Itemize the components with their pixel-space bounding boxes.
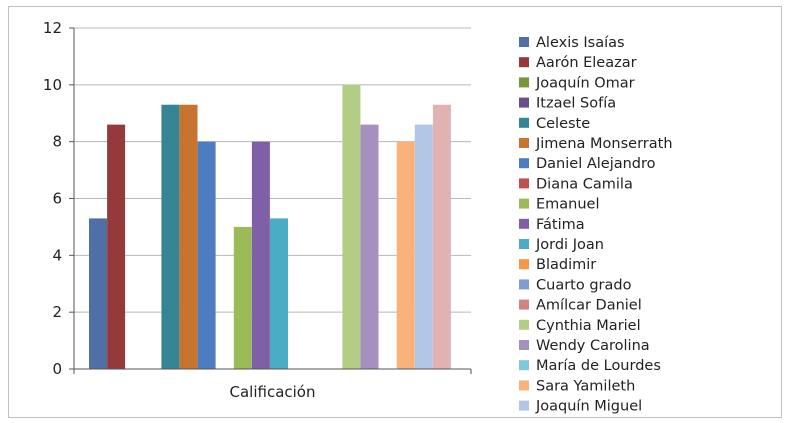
y-tick-labels: 0 2 4 6 8 10 12 (43, 19, 62, 378)
bar (197, 141, 216, 369)
y-tick-label: 12 (43, 19, 62, 37)
legend-label: Itzael Sofía (536, 96, 616, 112)
legend-label: Fátima (536, 217, 585, 233)
y-tick-label: 8 (52, 133, 62, 151)
bar (107, 124, 126, 369)
bar (233, 226, 252, 369)
y-tick-label: 4 (52, 246, 62, 264)
y-tick-label: 6 (52, 190, 62, 208)
legend-swatch (519, 178, 529, 189)
bar (251, 141, 270, 369)
legend-label: Joaquín Omar (535, 75, 635, 91)
legend-swatch (519, 198, 529, 209)
legend-swatch (519, 340, 529, 350)
legend-swatch (519, 138, 529, 148)
legend-item: Joaquín Omar (519, 75, 635, 91)
legend-item: Celeste (519, 116, 590, 132)
legend-swatch (519, 259, 529, 270)
y-tick-label: 2 (52, 303, 62, 321)
legend-item: Amílcar Daniel (519, 298, 642, 314)
legend-swatch (519, 239, 529, 249)
legend-item: Sara Yamileth (519, 378, 635, 394)
legend-item: María de Lourdes (519, 358, 661, 374)
legend-swatch (519, 97, 529, 108)
bar (342, 84, 361, 369)
legend-label: Sara Yamileth (536, 378, 635, 394)
legend-item: Alexis Isaías (519, 35, 625, 51)
legend-item: Fátima (519, 217, 585, 233)
legend-swatch (519, 117, 529, 128)
legend-swatch (519, 319, 529, 330)
legend-item: Cuarto grado (519, 277, 632, 293)
legend-item: Itzael Sofía (519, 96, 616, 112)
legend-label: Aarón Eleazar (536, 55, 637, 71)
legend-swatch (519, 299, 529, 310)
legend-item: Jimena Monserrath (519, 136, 673, 152)
legend-item: Aarón Eleazar (519, 55, 637, 71)
legend-item: Bladimir (519, 257, 596, 273)
legend-swatch (519, 279, 529, 290)
legend-item: Diana Camila (519, 176, 633, 192)
bar (179, 104, 198, 369)
legend-swatch (519, 57, 529, 68)
axes (69, 27, 472, 374)
bar (161, 104, 180, 369)
legend-label: Daniel Alejandro (536, 156, 656, 172)
bar (89, 218, 107, 369)
bar (414, 124, 433, 369)
legend-label: Diana Camila (536, 176, 633, 192)
legend-item: Joaquín Miguel (519, 399, 642, 415)
legend-swatch (519, 400, 529, 411)
legend-item: Emanuel (519, 197, 600, 213)
legend-swatch (519, 37, 529, 47)
bar (432, 104, 451, 369)
legend-label: María de Lourdes (536, 358, 661, 374)
x-category-label: Calificación (230, 383, 316, 401)
legend-label: Cynthia Mariel (536, 318, 641, 334)
legend-item: Daniel Alejandro (519, 156, 656, 172)
legend-label: Celeste (536, 116, 590, 132)
chart-frame: 0 2 4 6 8 10 12 Calificación Alexis Isaías Aaró… (8, 6, 782, 418)
legend-item: Cynthia Mariel (519, 318, 641, 334)
bar (270, 218, 288, 369)
legend: Alexis Isaías Aarón Eleazar Joaquín Omar It… (519, 35, 673, 415)
legend-swatch (519, 77, 529, 88)
legend-item: Wendy Carolina (519, 338, 650, 354)
legend-swatch (519, 360, 529, 371)
y-tick-label: 0 (52, 360, 62, 378)
legend-label: Joaquín Miguel (535, 399, 642, 415)
legend-label: Jordi Joan (535, 237, 604, 253)
y-tick-label: 10 (43, 76, 62, 94)
legend-label: Jimena Monserrath (535, 136, 673, 152)
bars (89, 84, 451, 369)
bar (396, 141, 415, 369)
legend-label: Alexis Isaías (536, 35, 625, 51)
legend-label: Cuarto grado (536, 277, 632, 293)
bar-chart: 0 2 4 6 8 10 12 Calificación Alexis Isaías Aaró… (43, 19, 673, 415)
legend-label: Amílcar Daniel (536, 298, 642, 314)
legend-swatch (519, 158, 529, 169)
legend-label: Wendy Carolina (536, 338, 650, 354)
bar (360, 124, 379, 369)
legend-swatch (519, 380, 529, 391)
legend-label: Emanuel (536, 197, 600, 213)
legend-label: Bladimir (536, 257, 596, 273)
legend-swatch (519, 218, 529, 229)
legend-item: Jordi Joan (519, 237, 604, 253)
